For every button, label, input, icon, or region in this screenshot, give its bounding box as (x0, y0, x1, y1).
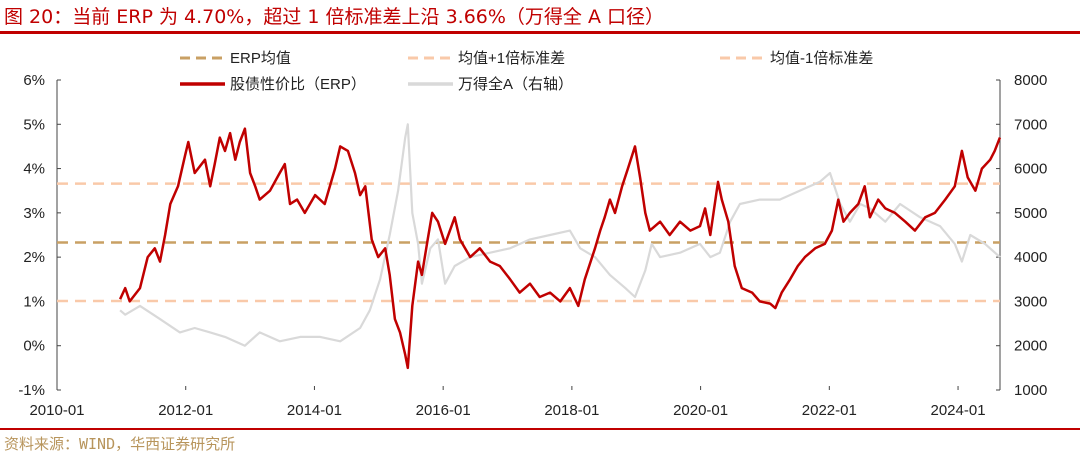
footer-divider (0, 428, 1080, 430)
legend-label: 万得全A（右轴） (458, 75, 573, 93)
x-axis-tick-label: 2020-01 (673, 402, 728, 419)
legend-label: ERP均值 (230, 50, 291, 67)
legend-label: 股债性价比（ERP） (230, 76, 366, 93)
right-axis-tick-label: 8000 (1014, 72, 1047, 89)
legend-label: 均值+1倍标准差 (458, 50, 565, 67)
source-note: 资料来源：WIND，华西证券研究所 (4, 435, 236, 453)
right-axis-tick-label: 6000 (1014, 161, 1047, 178)
left-axis-tick-label: -1% (18, 382, 45, 399)
x-axis-tick-label: 2018-01 (544, 402, 599, 419)
right-axis-tick-label: 3000 (1014, 293, 1047, 310)
title-divider (0, 31, 1080, 34)
chart-title: 图 20：当前 ERP 为 4.70%，超过 1 倍标准差上沿 3.66%（万得… (4, 6, 665, 28)
left-axis-tick-label: 6% (23, 72, 45, 89)
left-axis-tick-label: 3% (23, 205, 45, 222)
right-axis-tick-label: 4000 (1014, 249, 1047, 266)
left-axis-tick-label: 2% (23, 249, 45, 266)
left-axis-tick-label: 4% (23, 161, 45, 178)
left-axis-tick-label: 0% (23, 338, 45, 355)
x-axis-tick-label: 2014-01 (287, 402, 342, 419)
x-axis-tick-label: 2012-01 (158, 402, 213, 419)
series-erp-line (118, 127, 1002, 370)
x-axis-tick-label: 2016-01 (416, 402, 471, 419)
plot-area (57, 123, 1002, 370)
right-axis-tick-label: 5000 (1014, 205, 1047, 222)
axes: -1% 0% 1% 2% 3% 4% 5% 6% 1000 2000 3000 4000 5000 600… (18, 72, 1047, 419)
right-axis-tick-label: 1000 (1014, 382, 1047, 399)
x-axis-tick-label: 2022-01 (802, 402, 857, 419)
series-wind-all-a-line (119, 123, 1001, 347)
right-axis-tick-label: 7000 (1014, 116, 1047, 133)
x-axis-tick-label: 2010-01 (29, 402, 84, 419)
right-axis-tick-label: 2000 (1014, 338, 1047, 355)
legend-label: 均值-1倍标准差 (770, 50, 873, 67)
left-axis-tick-label: 5% (23, 116, 45, 133)
left-axis-tick-label: 1% (23, 293, 45, 310)
x-axis-tick-label: 2024-01 (931, 402, 986, 419)
